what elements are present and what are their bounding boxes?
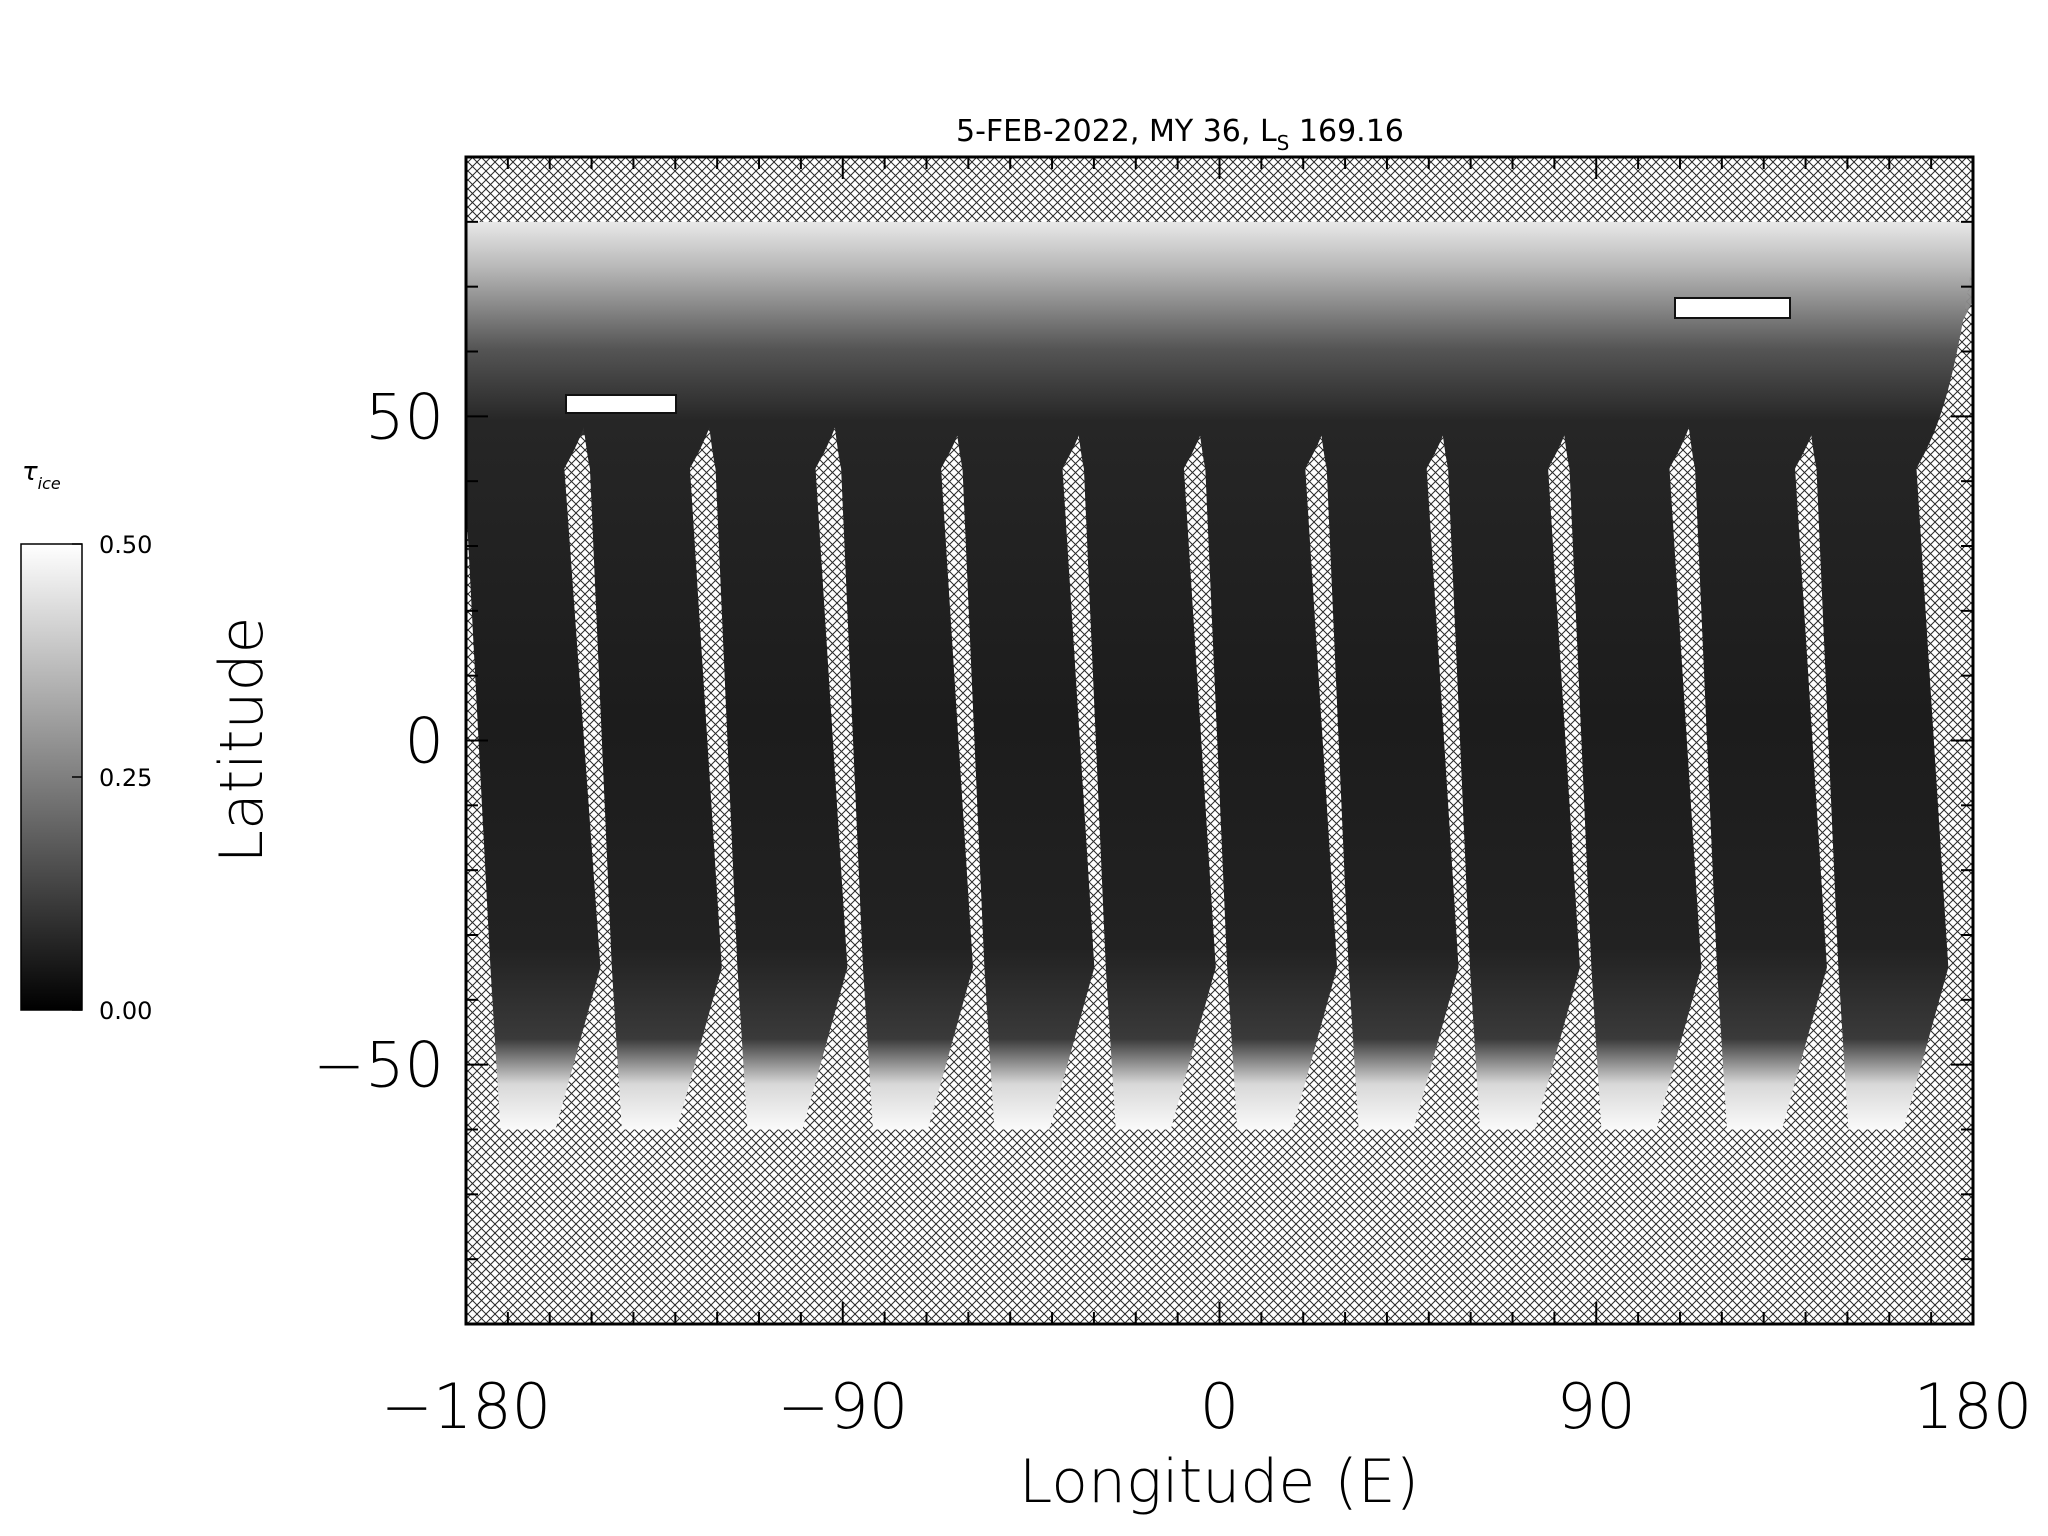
y-tick-label: −50 xyxy=(313,1029,444,1102)
data-swath xyxy=(1306,221,1487,1130)
swath-group xyxy=(466,221,1973,1130)
data-swath xyxy=(1796,221,1973,1130)
title-ls-value: 169.16 xyxy=(1289,114,1404,149)
data-swath xyxy=(821,221,1002,1130)
data-swath xyxy=(466,221,625,1130)
missing-patch xyxy=(1674,297,1791,319)
x-tick-label: 0 xyxy=(1200,1370,1239,1443)
map-plot-area xyxy=(466,157,1973,1324)
data-swath xyxy=(1063,221,1244,1130)
title-subscript: S xyxy=(1277,131,1290,155)
data-swath xyxy=(942,221,1123,1130)
x-tick-group: −180 −90 0 90 180 xyxy=(381,157,2032,1443)
figure-title: 5-FEB-2022, MY 36, LS 169.16 xyxy=(956,114,1404,155)
y-axis-label: Latitude xyxy=(207,617,277,864)
colorbar-tick-label: 0.25 xyxy=(99,764,152,792)
missing-patch xyxy=(565,394,677,414)
y-tick-group: 50 0 −50 xyxy=(313,156,1973,1325)
data-swath xyxy=(1428,221,1609,1130)
data-swath xyxy=(1185,221,1366,1130)
y-tick-label: 0 xyxy=(405,705,444,778)
colorbar-tick-group: 0.50 0.25 0.00 xyxy=(72,531,152,1025)
colorbar-symbol: τ xyxy=(22,457,38,487)
x-axis-label: Longitude (E) xyxy=(1019,1447,1419,1517)
colorbar-title: τice xyxy=(22,457,61,493)
x-tick-label: −90 xyxy=(777,1370,908,1443)
colorbar-subscript: ice xyxy=(38,474,61,493)
x-tick-label: −180 xyxy=(381,1370,551,1443)
colorbar-tick-label: 0.00 xyxy=(99,997,152,1025)
x-tick-label: 180 xyxy=(1914,1370,2032,1443)
colorbar: τice 0.50 0.25 0.00 xyxy=(20,457,152,1025)
data-swath xyxy=(695,221,876,1130)
data-swath xyxy=(1549,221,1730,1130)
data-swath xyxy=(1675,221,1856,1130)
colorbar-tick-label: 0.50 xyxy=(99,531,152,559)
data-swath xyxy=(569,221,750,1130)
y-tick-label: 50 xyxy=(365,380,444,453)
x-tick-label: 90 xyxy=(1557,1370,1636,1443)
